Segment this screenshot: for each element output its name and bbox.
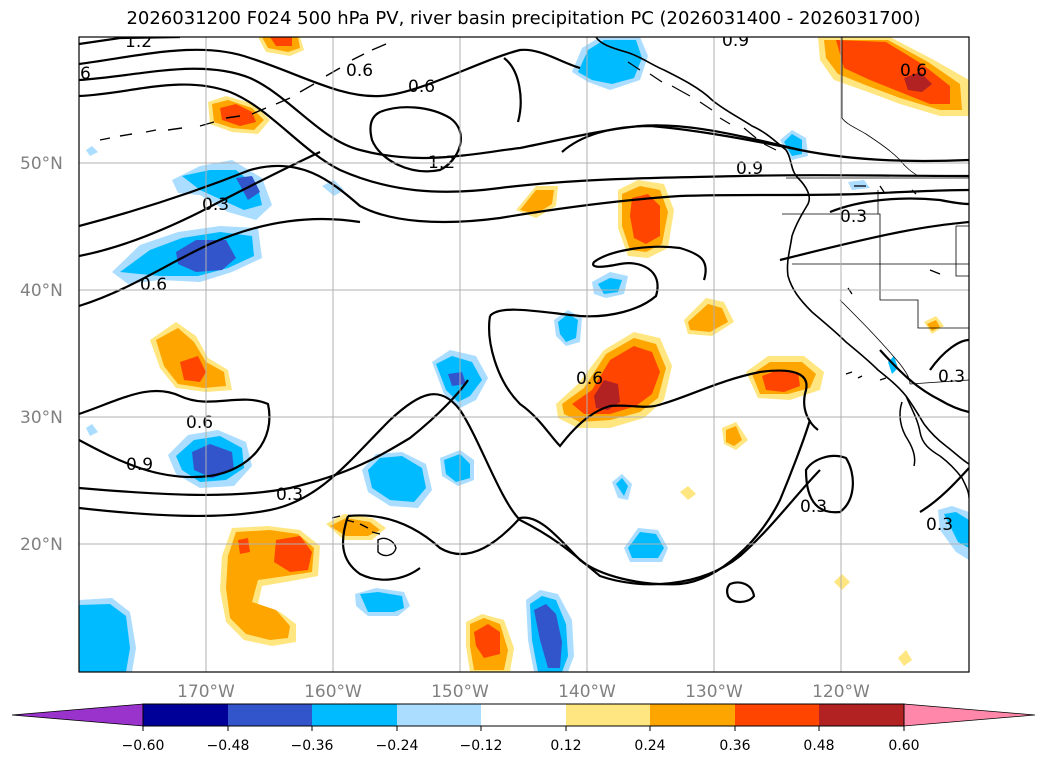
positive-anomaly-region — [818, 37, 969, 116]
lon-label: 160°W — [304, 682, 362, 702]
colorbar-segment — [481, 704, 566, 726]
negative-anomaly-region — [86, 130, 969, 560]
colorbar-tick-label: 0.60 — [888, 738, 919, 754]
negative-anomaly-region — [168, 430, 252, 488]
colorbar-tick-label: −0.12 — [460, 738, 503, 754]
pv-contour-line — [79, 164, 969, 228]
positive-anomaly-region — [150, 322, 232, 392]
negative-anomaly-region — [79, 598, 136, 672]
contour-label: 0.3 — [800, 497, 827, 517]
precip-shading — [79, 37, 969, 672]
lon-label: 130°W — [685, 682, 743, 702]
pv-contour-line — [726, 581, 756, 604]
pv-contour-line — [79, 217, 361, 308]
lat-label: 20°N — [20, 535, 63, 555]
positive-anomaly-region — [208, 37, 304, 134]
colorbar-tick-label: −0.60 — [122, 738, 165, 754]
pv-contours — [79, 37, 969, 604]
colorbar-tick-label: 0.24 — [634, 738, 665, 754]
colorbar-tick-label: −0.36 — [291, 738, 334, 754]
contour-label: 0.6 — [346, 61, 373, 81]
contour-label: 6 — [80, 64, 91, 84]
colorbar-segment — [819, 704, 904, 726]
colorbar-tick-label: 0.12 — [550, 738, 581, 754]
colorbar-tick-label: −0.48 — [207, 738, 250, 754]
pv-contour-line — [779, 220, 969, 262]
contour-label: 0.9 — [736, 159, 763, 179]
contour-label: 0.6 — [576, 369, 603, 389]
latitude-labels: 50°N 40°N 30°N 20°N — [20, 154, 63, 555]
lat-label: 30°N — [20, 408, 63, 428]
colorbar-tick-label: −0.24 — [376, 738, 419, 754]
graticule — [79, 37, 969, 672]
map-title: 2026031200 F024 500 hPa PV, river basin … — [126, 8, 921, 29]
lat-label: 40°N — [20, 281, 63, 301]
colorbar-tick-label: 0.36 — [719, 738, 750, 754]
colorbar: −0.60 −0.48 −0.36 −0.24 −0.12 0.12 0.24 … — [11, 703, 1036, 754]
colorbar-segment — [312, 704, 397, 726]
contour-label: 0.3 — [202, 195, 229, 215]
contour-label: 0.3 — [938, 367, 965, 387]
colorbar-extend-high — [903, 703, 1036, 727]
positive-anomaly-region — [556, 332, 672, 428]
colorbar-segment — [566, 704, 650, 726]
map-content: 1.2 6 0.6 0.6 1.2 0.3 0.6 0.6 0.9 0.3 0.… — [79, 31, 969, 672]
colorbar-segment — [650, 704, 735, 726]
lat-label: 50°N — [20, 154, 63, 174]
negative-anomaly-region — [355, 588, 410, 616]
contour-label: 0.6 — [140, 275, 167, 295]
lon-label: 140°W — [558, 682, 616, 702]
positive-anomaly-region — [220, 514, 386, 646]
contour-label: 1.2 — [125, 32, 152, 52]
colorbar-segment — [397, 704, 481, 726]
pv-contour-line — [489, 245, 707, 318]
contour-label: 0.3 — [276, 485, 303, 505]
negative-anomaly-region — [526, 590, 574, 672]
pv-contour-line — [804, 454, 854, 514]
pv-contour-line — [347, 419, 812, 586]
pv-contour-line — [79, 389, 271, 479]
colorbar-tick-label: 0.48 — [803, 738, 834, 754]
colorbar-extend-low — [11, 703, 144, 727]
positive-anomaly-region — [516, 186, 944, 450]
contour-label: 0.3 — [840, 207, 867, 227]
pv-contour-line — [79, 48, 581, 98]
negative-anomaly-region — [572, 37, 648, 90]
positive-anomaly-region — [466, 486, 912, 672]
lon-label: 170°W — [177, 682, 235, 702]
pv-contour-line — [561, 124, 801, 153]
pv-contour-line — [829, 197, 969, 214]
pv-contour-line — [79, 67, 969, 163]
contour-label: 0.3 — [926, 515, 953, 535]
longitude-labels: 170°W 160°W 150°W 140°W 130°W 120°W — [177, 682, 870, 702]
contour-label: 0.6 — [900, 61, 927, 81]
pv-contour-line — [488, 315, 819, 448]
contour-label: 0.9 — [722, 31, 749, 51]
political-borders — [782, 37, 969, 385]
lon-label: 120°W — [812, 682, 870, 702]
colorbar-frame — [142, 703, 905, 727]
pv-contour-line — [879, 349, 969, 414]
contour-label: 0.6 — [186, 413, 213, 433]
pv-contour-line — [919, 467, 969, 513]
contour-label: 0.6 — [408, 77, 435, 97]
colorbar-segment — [143, 704, 228, 726]
pv-contour-line — [79, 151, 321, 258]
colorbar-segment — [228, 704, 312, 726]
coastlines — [99, 37, 969, 557]
pv-contour-line — [342, 515, 421, 581]
contour-label: 0.9 — [126, 455, 153, 475]
colorbar-segment — [735, 704, 819, 726]
lon-label: 150°W — [431, 682, 489, 702]
pv-contour-line — [929, 338, 969, 371]
map-frame — [78, 36, 970, 673]
pv-contour-line — [503, 57, 522, 123]
negative-anomaly-region — [362, 450, 474, 508]
pv-contour-line — [369, 106, 462, 173]
